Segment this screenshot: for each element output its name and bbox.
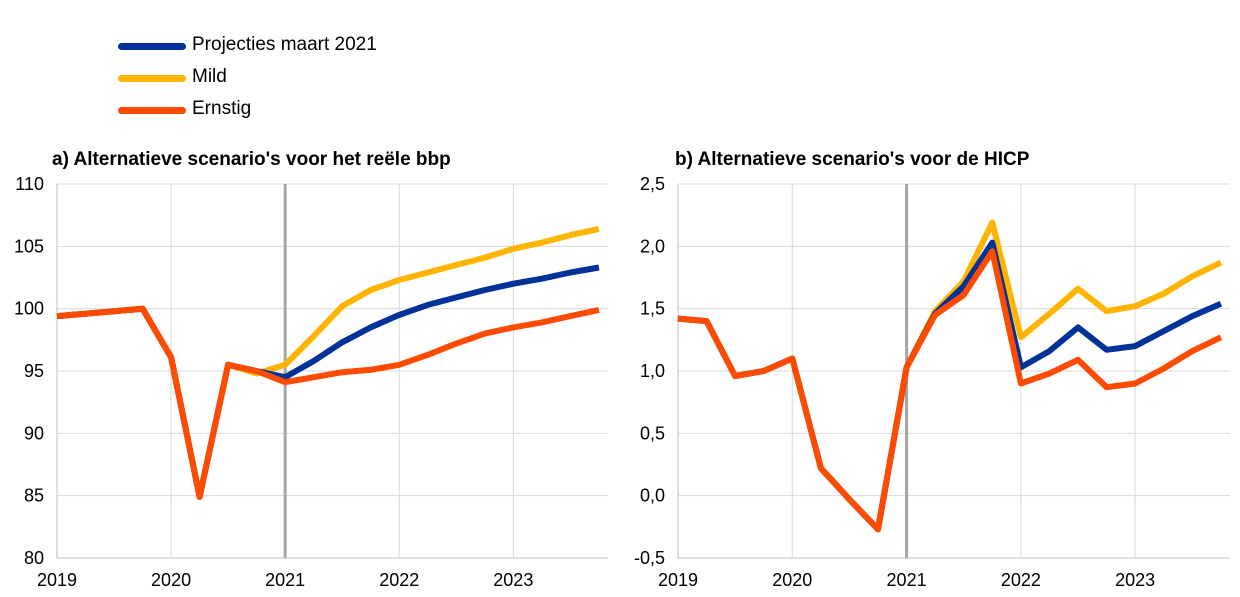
y-tick-label: 100 — [14, 299, 44, 319]
panel-gdp: a) Alternatieve scenario's voor het reël… — [14, 149, 608, 590]
legend-swatch-mild — [118, 75, 186, 82]
x-tick-label: 2023 — [493, 570, 533, 590]
y-tick-label: 80 — [24, 548, 44, 568]
legend-label-mild: Mild — [192, 66, 227, 87]
y-tick-label: 2,5 — [640, 174, 665, 194]
x-tick-label: 2023 — [1115, 570, 1155, 590]
y-tick-label: 90 — [24, 423, 44, 443]
y-tick-label: 0,5 — [640, 423, 665, 443]
x-tick-label: 2021 — [887, 570, 927, 590]
y-tick-label: 110 — [15, 174, 44, 194]
y-tick-label: 95 — [24, 361, 44, 381]
legend-swatch-projecties — [118, 43, 186, 50]
x-tick-label: 2020 — [151, 570, 191, 590]
series-line-projecties-maart-2021 — [56, 264, 600, 500]
x-tick-label: 2022 — [379, 570, 419, 590]
series-line-mild — [677, 219, 1223, 533]
legend-swatch-ernstig — [118, 107, 186, 114]
legend-label-projecties: Projecties maart 2021 — [192, 34, 377, 55]
y-tick-label: 0,0 — [640, 486, 665, 506]
y-tick-label: 85 — [24, 486, 44, 506]
y-tick-label: 1,0 — [640, 361, 665, 381]
panel-hicp: b) Alternatieve scenario's voor de HICP … — [634, 149, 1230, 590]
y-tick-label: 105 — [14, 236, 44, 256]
series-line-ernstig — [56, 305, 600, 500]
y-tick-label: -0,5 — [634, 548, 665, 568]
x-tick-label: 2019 — [658, 570, 698, 590]
x-tick-label: 2021 — [265, 570, 305, 590]
x-tick-label: 2020 — [772, 570, 812, 590]
panel-title-gdp: a) Alternatieve scenario's voor het reël… — [52, 149, 451, 170]
y-tick-label: 2,0 — [640, 236, 665, 256]
x-tick-label: 2019 — [37, 570, 77, 590]
series-line-projecties-maart-2021 — [677, 239, 1223, 533]
legend-label-ernstig: Ernstig — [192, 98, 252, 119]
y-tick-label: 1,5 — [640, 299, 665, 319]
series-line-mild — [56, 225, 600, 500]
series-line-ernstig — [677, 248, 1223, 533]
x-tick-label: 2022 — [1001, 570, 1041, 590]
panel-title-hicp: b) Alternatieve scenario's voor de HICP — [675, 149, 1030, 170]
